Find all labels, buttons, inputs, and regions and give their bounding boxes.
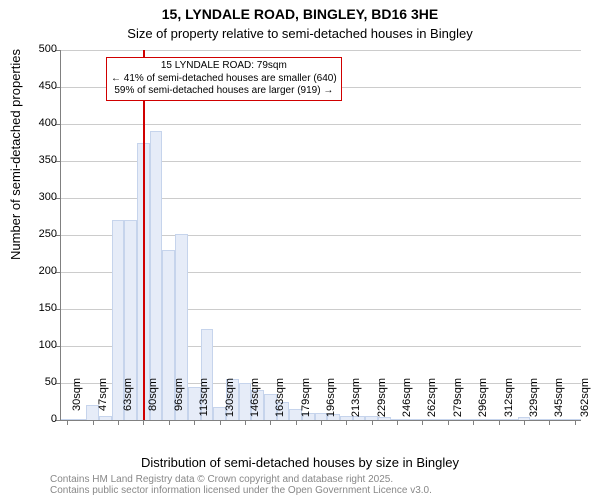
xtick-label: 30sqm <box>71 378 83 428</box>
xtick-mark <box>67 420 68 425</box>
xtick-mark <box>448 420 449 425</box>
xtick-mark <box>93 420 94 425</box>
xtick-mark <box>245 420 246 425</box>
ytick-label: 300 <box>17 191 57 203</box>
xtick-label: 63sqm <box>122 378 134 428</box>
xtick-mark <box>296 420 297 425</box>
xtick-label: 229sqm <box>376 378 388 428</box>
footnote: Contains HM Land Registry data © Crown c… <box>50 474 590 496</box>
xtick-mark <box>575 420 576 425</box>
ytick-label: 150 <box>17 302 57 314</box>
bar <box>150 131 163 420</box>
annotation-box: 15 LYNDALE ROAD: 79sqm← 41% of semi-deta… <box>106 57 342 101</box>
xtick-label: 213sqm <box>350 378 362 428</box>
ytick-label: 500 <box>17 43 57 55</box>
chart-title: 15, LYNDALE ROAD, BINGLEY, BD16 3HE <box>0 6 600 22</box>
xtick-mark <box>473 420 474 425</box>
annotation-line-0: 15 LYNDALE ROAD: 79sqm <box>111 60 337 73</box>
annotation-line-2: 59% of semi-detached houses are larger (… <box>111 85 337 98</box>
xtick-label: 362sqm <box>579 378 591 428</box>
xtick-label: 279sqm <box>452 378 464 428</box>
xtick-label: 296sqm <box>477 378 489 428</box>
xtick-mark <box>220 420 221 425</box>
xtick-label: 113sqm <box>198 378 210 428</box>
footnote-line-1: Contains HM Land Registry data © Crown c… <box>50 474 590 485</box>
marker-vertical-line <box>143 50 145 420</box>
xtick-label: 80sqm <box>147 378 159 428</box>
xtick-label: 196sqm <box>325 378 337 428</box>
xtick-mark <box>499 420 500 425</box>
xtick-mark <box>549 420 550 425</box>
xtick-mark <box>524 420 525 425</box>
xtick-label: 179sqm <box>300 378 312 428</box>
xtick-label: 96sqm <box>173 378 185 428</box>
xtick-mark <box>321 420 322 425</box>
ytick-label: 100 <box>17 339 57 351</box>
xtick-mark <box>372 420 373 425</box>
xtick-label: 130sqm <box>224 378 236 428</box>
ytick-label: 200 <box>17 265 57 277</box>
ytick-label: 350 <box>17 154 57 166</box>
xtick-label: 246sqm <box>401 378 413 428</box>
x-axis-label: Distribution of semi-detached houses by … <box>0 455 600 470</box>
xtick-mark <box>143 420 144 425</box>
xtick-label: 47sqm <box>97 378 109 428</box>
xtick-label: 163sqm <box>274 378 286 428</box>
xtick-mark <box>346 420 347 425</box>
plot-area: 050100150200250300350400450500 30sqm47sq… <box>60 50 581 421</box>
ytick-label: 250 <box>17 228 57 240</box>
ytick-label: 0 <box>17 413 57 425</box>
xtick-mark <box>194 420 195 425</box>
ytick-label: 400 <box>17 117 57 129</box>
xtick-mark <box>397 420 398 425</box>
ytick-label: 50 <box>17 376 57 388</box>
xtick-label: 262sqm <box>426 378 438 428</box>
xtick-mark <box>270 420 271 425</box>
xtick-label: 312sqm <box>503 378 515 428</box>
ytick-label: 450 <box>17 80 57 92</box>
chart-subtitle: Size of property relative to semi-detach… <box>0 26 600 41</box>
footnote-line-2: Contains public sector information licen… <box>50 485 590 496</box>
annotation-line-1: ← 41% of semi-detached houses are smalle… <box>111 73 337 86</box>
xtick-mark <box>118 420 119 425</box>
xtick-label: 345sqm <box>553 378 565 428</box>
xtick-label: 146sqm <box>249 378 261 428</box>
xtick-mark <box>169 420 170 425</box>
chart-container: { "chart": { "type": "histogram", "title… <box>0 0 600 500</box>
xtick-label: 329sqm <box>528 378 540 428</box>
bars <box>61 50 581 420</box>
xtick-mark <box>422 420 423 425</box>
